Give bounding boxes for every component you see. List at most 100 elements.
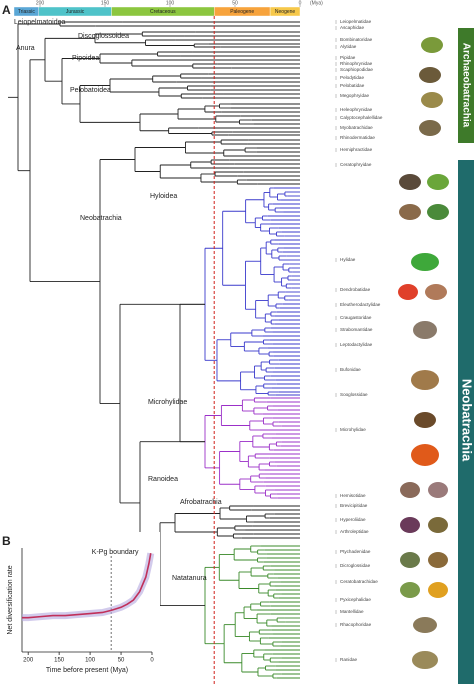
- frog-photo: [400, 582, 420, 598]
- panel-label: A: [2, 3, 11, 17]
- frog-photo: [421, 37, 443, 53]
- frog-photo: [398, 284, 418, 300]
- family-label: Eleutherodactylidae: [340, 302, 381, 307]
- annotation: K-Pg boundary: [92, 549, 139, 556]
- frog-photo: [428, 582, 448, 598]
- frog-photo: [427, 174, 449, 190]
- inset-bg: [0, 532, 160, 684]
- x-axis-label: Time before present (Mya): [46, 667, 128, 674]
- family-label: Ranidae: [340, 657, 358, 662]
- clade-label: Afrobatrachia: [180, 499, 222, 506]
- family-label: Hemisotidae: [340, 493, 366, 498]
- frog-photo: [412, 651, 438, 669]
- clade-label: Leiopelmatoidea: [14, 19, 65, 26]
- frog-photo: [411, 370, 439, 390]
- family-label: Sooglossidae: [340, 392, 368, 397]
- time-tick-label: 0: [299, 0, 302, 6]
- frog-photo: [428, 552, 448, 568]
- frog-photo: [399, 204, 421, 220]
- x-tick-label: 0: [150, 658, 154, 664]
- time-tick-label: 150: [101, 0, 110, 6]
- frog-photo: [419, 67, 441, 83]
- group-bar: [458, 160, 474, 684]
- x-tick-label: 200: [23, 658, 34, 664]
- family-label: Calyptocephalellidae: [340, 115, 383, 120]
- frog-photo: [425, 284, 447, 300]
- family-label: Alytidae: [340, 44, 357, 49]
- family-label: Pipidae: [340, 55, 356, 60]
- family-label: Dicroglossidae: [340, 563, 371, 568]
- time-tick-label: 50: [232, 0, 238, 6]
- family-label: Rhinophrynidae: [340, 61, 373, 66]
- y-axis-label: Net diversification rate: [7, 565, 14, 634]
- frog-photo: [414, 412, 436, 428]
- group-label: Archaeobatrachia: [460, 43, 471, 128]
- family-label: Arthroleptidae: [340, 529, 369, 534]
- family-label: Hemiphractidae: [340, 147, 373, 152]
- x-tick-label: 50: [118, 658, 125, 664]
- frog-photo: [411, 253, 439, 271]
- group-bar: [458, 28, 474, 143]
- period-label: Triassic: [18, 9, 36, 15]
- family-label: Craugastoridae: [340, 315, 372, 320]
- frog-photo: [413, 321, 437, 339]
- frog-photo: [413, 617, 437, 633]
- family-label: Myobatrachidae: [340, 125, 373, 130]
- family-label: Pelodytidae: [340, 75, 364, 80]
- family-label: Scaphiopodidae: [340, 67, 373, 72]
- frog-photo: [400, 552, 420, 568]
- period-label: Cretaceous: [150, 9, 176, 15]
- period-label: Paleogene: [230, 9, 254, 15]
- clade-label: Ranoidea: [148, 476, 178, 483]
- frog-photos: [398, 37, 449, 669]
- clade-label: Pipoidea: [72, 55, 99, 62]
- clade-label: Anura: [16, 45, 35, 52]
- family-label: Hyperoliidae: [340, 517, 366, 522]
- family-label: Ceratophryidae: [340, 162, 372, 167]
- group-label: Neobatrachia: [460, 379, 474, 462]
- clade-label: Pelobatoidea: [70, 87, 111, 94]
- panel-label: B: [2, 534, 11, 548]
- frog-photo: [400, 517, 420, 533]
- time-unit: (Mya): [310, 0, 323, 6]
- family-label: Strabomantidae: [340, 327, 373, 332]
- family-label: Rhacophoridae: [340, 622, 372, 627]
- clade-label: Microhylidae: [148, 399, 187, 406]
- period-label: Neogene: [275, 9, 296, 15]
- family-label: Dendrobatidae: [340, 287, 371, 292]
- clade-label: Neobatrachia: [80, 215, 122, 222]
- rate-line: [22, 553, 152, 619]
- frog-photo: [428, 482, 448, 498]
- family-label: Brevicipitidae: [340, 503, 368, 508]
- family-label: Pyxicephalidae: [340, 597, 371, 602]
- period-box: [269, 6, 301, 17]
- family-label: Microhylidae: [340, 427, 366, 432]
- period-label: Jurassic: [66, 9, 85, 15]
- frog-photo: [400, 482, 420, 498]
- time-tick-label: 100: [166, 0, 175, 6]
- clade-label: Hyloidea: [150, 193, 177, 200]
- family-label: Heleophrynidae: [340, 107, 373, 112]
- family-label: Bufonidae: [340, 367, 361, 372]
- clade-label: Natatanura: [172, 575, 207, 582]
- clade-label: Discoglossoidea: [78, 33, 129, 40]
- family-label: Mantellidae: [340, 609, 364, 614]
- frog-photo: [411, 444, 439, 466]
- family-label: Ceratobatrachidae: [340, 579, 378, 584]
- family-label: Rhinodermatidae: [340, 135, 375, 140]
- family-label: Hylidae: [340, 257, 356, 262]
- frog-photo: [427, 204, 449, 220]
- x-tick-label: 100: [85, 658, 96, 664]
- family-label: Megophryidae: [340, 93, 370, 98]
- family-label: Ascaphidae: [340, 25, 364, 30]
- frog-photo: [421, 92, 443, 108]
- family-label: Leiopelmatidae: [340, 19, 372, 24]
- time-tick-label: 200: [36, 0, 45, 6]
- x-tick-label: 150: [54, 658, 65, 664]
- family-label: Leptodactylidae: [340, 342, 373, 347]
- tree: [8, 21, 300, 679]
- frog-photo: [419, 120, 441, 136]
- frog-photo: [399, 174, 421, 190]
- family-label: Pelobatidae: [340, 83, 365, 88]
